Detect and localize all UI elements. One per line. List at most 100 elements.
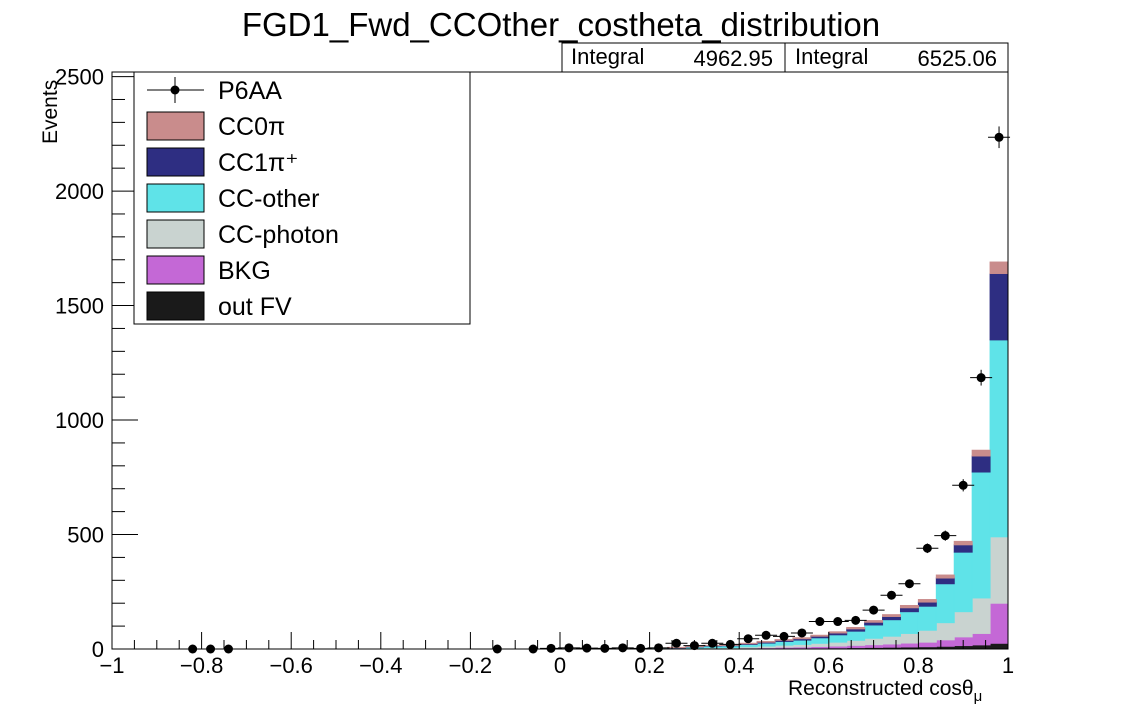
x-tick-label: −1: [99, 653, 124, 678]
bar-cc0--14: [899, 604, 919, 609]
bar-cc0--18: [971, 449, 991, 457]
data-point-10: [636, 643, 646, 653]
data-point-9: [618, 643, 628, 653]
data-point-5: [546, 643, 556, 653]
bar-cc0--6: [756, 640, 776, 643]
data-point-22: [851, 615, 861, 625]
data-point-21: [833, 617, 843, 627]
legend-swatch: [146, 255, 205, 285]
stat-label-2: Integral: [795, 44, 868, 69]
bar-cc-photon-13: [882, 635, 901, 645]
y-tick-label: 500: [67, 523, 104, 548]
data-point-28: [958, 480, 968, 490]
data-point-24: [887, 590, 897, 600]
bar-cc1--18: [971, 455, 991, 473]
y-axis-label: Events: [39, 80, 62, 144]
bar-cc-other-17: [953, 551, 973, 613]
bar-cc-other-19: [989, 339, 1009, 538]
x-axis-label-sub: μ: [974, 688, 983, 705]
bar-cc1--19: [989, 272, 1009, 341]
bar-cc0--17: [953, 540, 973, 546]
bar-cc-other-8: [792, 639, 812, 645]
chart-title: FGD1_Fwd_CCOther_costheta_distribution: [242, 6, 880, 43]
bar-cc0--12: [864, 620, 884, 623]
bar-cc-photon-19: [989, 536, 1009, 604]
legend-marker-point: [170, 85, 180, 95]
data-point-15: [725, 639, 735, 649]
data-point-17: [761, 630, 771, 640]
bar-cc-photon-11: [846, 639, 866, 646]
legend-label: CC1π⁺: [218, 149, 298, 177]
x-tick-label: 1: [1002, 653, 1014, 678]
bar-cc-other-15: [917, 605, 937, 631]
data-point-20: [815, 617, 825, 627]
data-point-12: [671, 638, 681, 648]
y-tick-label: 1000: [55, 408, 104, 433]
bar-cc0--15: [917, 599, 937, 603]
data-point-7: [582, 643, 592, 653]
bar-cc-other-14: [899, 611, 919, 634]
x-tick-label: 0.8: [903, 653, 934, 678]
bar-out-fv-18: [971, 644, 991, 650]
data-point-23: [869, 605, 879, 615]
data-point-25: [904, 579, 914, 589]
bar-cc0--10: [828, 631, 848, 634]
bar-cc-other-11: [846, 630, 866, 641]
legend-label: P6AA: [218, 77, 282, 105]
bar-cc-photon-16: [935, 622, 955, 641]
stat-label-1: Integral: [571, 44, 644, 69]
legend-label: BKG: [218, 257, 271, 285]
y-tick-label: 0: [92, 637, 104, 662]
bar-cc1--17: [953, 544, 973, 553]
legend-swatch: [146, 147, 205, 177]
legend-swatch: [146, 219, 205, 249]
data-point-14: [707, 638, 717, 648]
bar-bkg-14: [899, 642, 919, 648]
legend-swatch: [146, 111, 205, 141]
data-point-19: [797, 628, 807, 638]
mc-stack-layer: [649, 261, 1009, 650]
bar-cc-other-10: [828, 634, 848, 643]
bar-cc1--16: [935, 577, 955, 585]
bar-bkg-19: [989, 602, 1009, 644]
legend-label: CC-other: [218, 185, 319, 213]
stat-value-1: 4962.95: [693, 46, 773, 71]
bar-cc-photon-18: [971, 597, 991, 634]
bar-cc0--11: [846, 626, 866, 630]
bar-cc0--19: [989, 261, 1009, 274]
x-tick-label: 0: [554, 653, 566, 678]
bar-cc-photon-10: [828, 641, 848, 647]
x-tick-label: −0.2: [449, 653, 492, 678]
data-point-16: [743, 634, 753, 644]
bar-out-fv-19: [989, 642, 1009, 650]
y-tick-label: 1500: [55, 294, 104, 319]
bar-cc-photon-15: [917, 629, 937, 643]
legend: P6AA CC0π CC1π⁺ CC-other CC-photon BKG out FV: [133, 71, 471, 325]
bar-cc-other-18: [971, 471, 991, 599]
bar-cc-other-13: [882, 619, 901, 637]
data-point-30: [994, 132, 1004, 142]
y-tick-label: 2000: [55, 179, 104, 204]
bar-cc1--15: [917, 601, 937, 607]
bar-cc0--8: [792, 637, 812, 640]
legend-label: out FV: [218, 293, 292, 321]
legend-swatch: [146, 291, 205, 321]
bar-cc-other-16: [935, 583, 955, 624]
data-point-29: [976, 373, 986, 383]
stat-value-2: 6525.06: [917, 46, 997, 71]
legend-swatch: [146, 183, 205, 213]
data-point-11: [654, 643, 664, 653]
x-axis-label-main: Reconstructed cosθ: [788, 677, 974, 700]
bar-cc0--13: [882, 614, 901, 617]
data-point-27: [940, 531, 950, 541]
x-tick-label: −0.6: [269, 653, 312, 678]
data-point-26: [922, 543, 932, 553]
x-axis-label: Reconstructed cosθμ: [788, 677, 982, 705]
bar-cc0--16: [935, 574, 955, 579]
y-tick-label: 2500: [55, 65, 104, 90]
x-tick-label: 0.4: [724, 653, 755, 678]
data-point-6: [564, 643, 574, 653]
x-tick-label: −0.4: [359, 653, 402, 678]
